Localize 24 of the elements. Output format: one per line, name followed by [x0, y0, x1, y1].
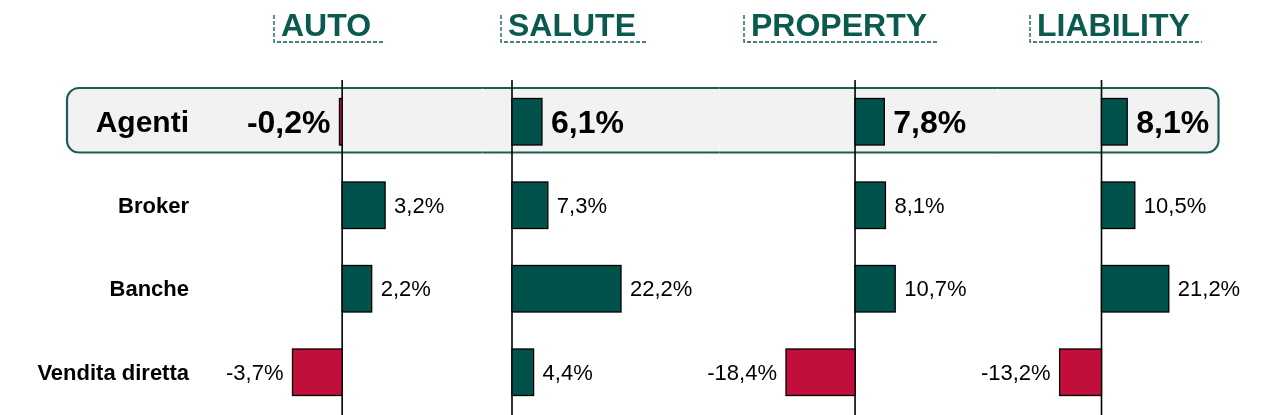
data-label: 10,7% [904, 276, 967, 302]
data-label: 7,8% [893, 103, 967, 140]
chart-title: LIABILITY [1037, 7, 1190, 43]
data-label: -18,4% [707, 359, 777, 385]
y-tick-label: Vendita diretta [37, 359, 190, 385]
chart-title: PROPERTY [751, 7, 928, 43]
data-label: 7,3% [556, 192, 607, 218]
data-label: -3,7% [226, 359, 284, 385]
y-tick-label: Banche [109, 276, 189, 302]
chart-title: AUTO [281, 7, 372, 43]
y-tick-label: Broker [118, 192, 190, 218]
data-label: 8,1% [894, 192, 945, 218]
data-label: 10,5% [1143, 192, 1207, 218]
data-label: 4,4% [542, 359, 593, 385]
data-label: -0,2% [246, 103, 331, 140]
y-tick-label: Agenti [95, 105, 189, 139]
data-label: 22,2% [630, 276, 693, 302]
data-label: 3,2% [394, 192, 445, 218]
data-label: 2,2% [380, 276, 431, 302]
data-label: 8,1% [1136, 103, 1210, 140]
data-label: -13,2% [980, 359, 1051, 385]
data-label: 21,2% [1177, 276, 1241, 302]
chart-title: SALUTE [508, 7, 636, 43]
data-label: 6,1% [550, 103, 624, 140]
